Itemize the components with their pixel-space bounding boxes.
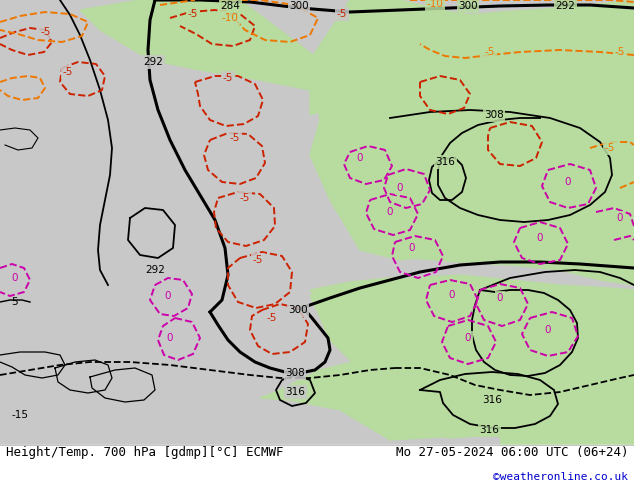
Text: -5: -5 bbox=[615, 47, 625, 57]
Text: Mo 27-05-2024 06:00 UTC (06+24): Mo 27-05-2024 06:00 UTC (06+24) bbox=[396, 445, 628, 459]
Text: 300: 300 bbox=[458, 1, 478, 11]
Text: -10: -10 bbox=[427, 0, 443, 9]
Polygon shape bbox=[0, 445, 634, 490]
Polygon shape bbox=[310, 98, 634, 285]
Text: 5: 5 bbox=[11, 297, 17, 307]
Text: -5: -5 bbox=[63, 67, 73, 77]
Text: -15: -15 bbox=[11, 410, 29, 420]
Text: -5: -5 bbox=[223, 73, 233, 83]
Text: 292: 292 bbox=[145, 265, 165, 275]
Text: Height/Temp. 700 hPa [gdmp][°C] ECMWF: Height/Temp. 700 hPa [gdmp][°C] ECMWF bbox=[6, 445, 283, 459]
Text: 292: 292 bbox=[555, 1, 575, 11]
Text: 0: 0 bbox=[397, 183, 403, 193]
Text: -5: -5 bbox=[337, 9, 347, 19]
Polygon shape bbox=[310, 278, 480, 345]
Text: -5: -5 bbox=[240, 193, 250, 203]
Text: 0: 0 bbox=[357, 153, 363, 163]
Text: -5: -5 bbox=[41, 27, 51, 37]
Text: 0: 0 bbox=[167, 333, 173, 343]
Polygon shape bbox=[260, 350, 634, 445]
Text: 0: 0 bbox=[545, 325, 551, 335]
Text: -5: -5 bbox=[188, 9, 198, 19]
Text: 308: 308 bbox=[285, 368, 305, 378]
Text: 316: 316 bbox=[482, 395, 502, 405]
Text: 308: 308 bbox=[484, 110, 504, 120]
Text: 0: 0 bbox=[565, 177, 571, 187]
Text: 0: 0 bbox=[497, 293, 503, 303]
Polygon shape bbox=[80, 0, 320, 90]
Text: 316: 316 bbox=[285, 387, 305, 397]
Text: 0: 0 bbox=[465, 333, 471, 343]
Text: 0: 0 bbox=[409, 243, 415, 253]
Polygon shape bbox=[310, 275, 634, 445]
Polygon shape bbox=[310, 40, 634, 205]
Text: 316: 316 bbox=[479, 425, 499, 435]
Text: -5: -5 bbox=[485, 47, 495, 57]
Text: 284: 284 bbox=[220, 1, 240, 11]
Polygon shape bbox=[500, 400, 634, 445]
Text: 0: 0 bbox=[617, 213, 623, 223]
Text: -10: -10 bbox=[221, 13, 238, 23]
Text: ©weatheronline.co.uk: ©weatheronline.co.uk bbox=[493, 472, 628, 482]
Text: 0: 0 bbox=[537, 233, 543, 243]
Polygon shape bbox=[0, 0, 634, 445]
Text: -5: -5 bbox=[253, 255, 263, 265]
Text: 300: 300 bbox=[289, 1, 309, 11]
Polygon shape bbox=[310, 0, 634, 115]
Text: 316: 316 bbox=[435, 157, 455, 167]
Text: 292: 292 bbox=[143, 57, 163, 67]
Text: -5: -5 bbox=[230, 133, 240, 143]
Text: 0: 0 bbox=[387, 207, 393, 217]
Text: -5: -5 bbox=[605, 143, 615, 153]
Text: -5: -5 bbox=[267, 313, 277, 323]
Text: 0: 0 bbox=[12, 273, 18, 283]
Polygon shape bbox=[330, 90, 634, 280]
Text: 0: 0 bbox=[449, 290, 455, 300]
Text: 300: 300 bbox=[288, 305, 308, 315]
Text: 0: 0 bbox=[165, 291, 171, 301]
